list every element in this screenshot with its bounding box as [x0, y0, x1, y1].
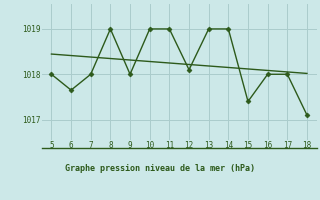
Text: Graphe pression niveau de la mer (hPa): Graphe pression niveau de la mer (hPa)	[65, 164, 255, 173]
